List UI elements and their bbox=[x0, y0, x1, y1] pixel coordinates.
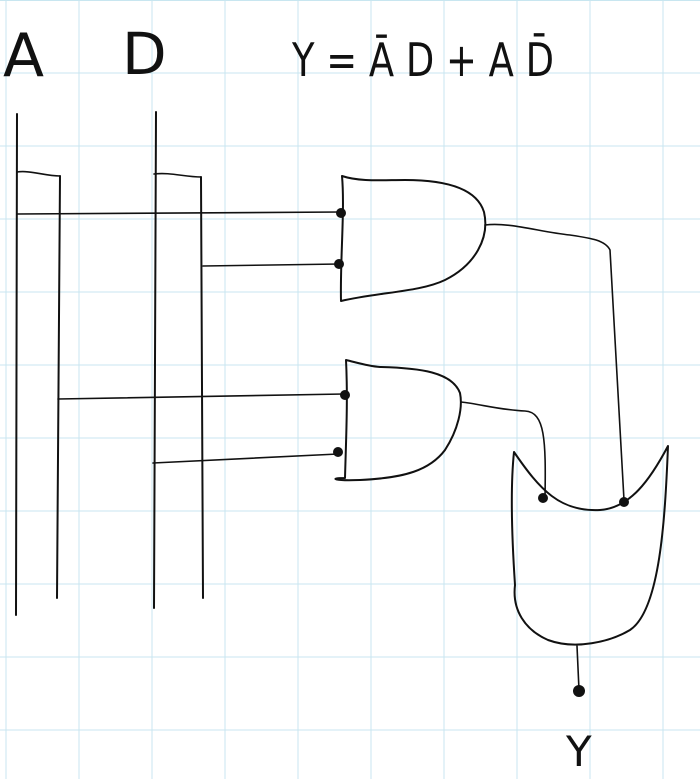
wire-and2-to-or bbox=[460, 401, 547, 499]
wire-and1-to-or bbox=[484, 223, 625, 501]
wire-not-d-to-and1 bbox=[202, 263, 341, 267]
and-gate-2 bbox=[334, 359, 462, 482]
or-gate bbox=[510, 445, 669, 646]
wire-a-rail bbox=[15, 113, 18, 616]
junction-dot bbox=[619, 497, 629, 507]
input-d-label: D bbox=[122, 20, 167, 88]
connection-dots bbox=[333, 208, 629, 697]
inverter-d-bracket bbox=[153, 172, 202, 178]
and-gate-1 bbox=[339, 175, 487, 302]
junction-dot bbox=[333, 447, 343, 457]
wire-not-a-to-and2 bbox=[57, 393, 345, 400]
junction-dot bbox=[334, 259, 344, 269]
wire-or-to-output bbox=[576, 645, 580, 691]
wire-d-to-and2 bbox=[152, 453, 339, 464]
junction-dot bbox=[538, 493, 548, 503]
equation-label: Y = Ā D + A D̄ bbox=[291, 33, 554, 87]
wire-not-d-rail bbox=[200, 176, 204, 599]
wire-a-to-and1 bbox=[16, 211, 342, 215]
input-bus bbox=[15, 111, 204, 616]
input-a-label: A bbox=[3, 21, 44, 91]
output-y-label: Y bbox=[565, 727, 592, 776]
inverter-a-bracket bbox=[16, 170, 61, 177]
junction-dot bbox=[336, 208, 346, 218]
junction-dot bbox=[340, 390, 350, 400]
wires bbox=[16, 211, 625, 691]
output-terminal-dot bbox=[573, 685, 585, 697]
wire-not-a-rail bbox=[56, 175, 61, 599]
wire-d-rail bbox=[153, 111, 157, 609]
